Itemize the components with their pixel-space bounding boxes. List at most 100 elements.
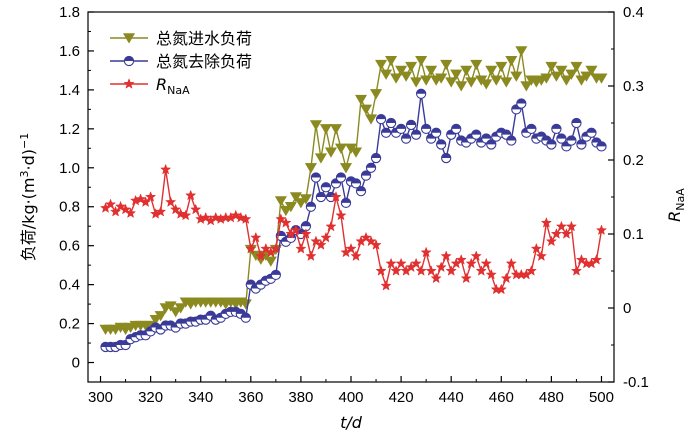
series-3-point [445, 265, 457, 276]
series-1-point [164, 301, 177, 312]
series-3-point [555, 220, 568, 232]
series-1-point [339, 163, 353, 174]
series-3-point [124, 207, 137, 219]
marker-fill [336, 172, 346, 178]
series-1-point [595, 73, 608, 84]
marker-fill [241, 313, 251, 318]
series-3-point [540, 216, 552, 228]
series-3-point [240, 213, 252, 224]
marker-fill [571, 118, 582, 123]
marker-fill [321, 182, 331, 188]
series-3-point [160, 163, 172, 175]
marker-fill [546, 139, 556, 145]
legend-marker [123, 78, 135, 89]
marker-fill [371, 153, 381, 159]
right-y-axis: -0.1 0 0.1 0.2 0.3 0.4 [608, 4, 649, 391]
left-y-axis: 0 0.2 0.4 0.6 0.8 1.0 1.2 1.4 1.6 1.8 [59, 4, 94, 372]
series-2-point [436, 139, 447, 150]
series-3-point [350, 250, 362, 261]
series-1-point [279, 205, 292, 217]
series-1-point [395, 65, 408, 76]
series-2-point [335, 172, 347, 183]
series-3-point [330, 191, 342, 202]
left-y-tick-label: 0.8 [59, 199, 80, 216]
series-3-point [380, 279, 392, 291]
x-tick-label: 300 [88, 389, 113, 406]
series-1-point [334, 143, 348, 154]
marker-fill [526, 124, 536, 129]
series-1-point [319, 124, 332, 135]
series-1-point [349, 147, 363, 158]
series-3-point [175, 208, 187, 219]
marker-fill [206, 311, 216, 316]
legend-item-3: RNaA [110, 75, 190, 97]
series-3-point [480, 257, 492, 269]
series-2-point [516, 98, 527, 109]
series-3-point [425, 265, 437, 276]
series-2-point [340, 197, 352, 208]
series-1-point [450, 69, 463, 80]
left-y-tick-label: 0.2 [59, 316, 80, 333]
series-3-point [590, 253, 603, 265]
marker-fill [501, 130, 511, 135]
series-3-point [170, 203, 182, 215]
series-1-point [480, 79, 493, 90]
series-3-point [255, 250, 267, 261]
x-tick-label: 500 [589, 389, 614, 406]
series-2-point [320, 182, 332, 193]
series-2-point [350, 178, 362, 189]
legend-item-1: 总氮进水负荷 [110, 29, 252, 48]
series-3-point [530, 242, 542, 254]
marker-fill [366, 163, 376, 168]
marker-fill [411, 130, 421, 135]
series-3-point [155, 205, 167, 217]
series-2-point [486, 139, 497, 150]
series-1-point [329, 124, 342, 135]
series-2-point [506, 135, 517, 146]
series-2-point [240, 312, 251, 323]
series-2-point [405, 119, 417, 131]
series-1-point [435, 73, 448, 84]
marker-fill [341, 198, 351, 203]
marker-fill [436, 139, 446, 145]
series-3-point [500, 272, 512, 284]
series-3-point [335, 209, 347, 221]
series-3-point [134, 193, 147, 205]
x-tick-label: 480 [539, 389, 564, 406]
series-3-point [420, 246, 432, 258]
series-1-point [169, 307, 182, 318]
series-1-point [440, 59, 453, 71]
marker-fill [451, 124, 461, 129]
left-y-tick-label: 0.6 [59, 238, 80, 255]
series-1-point [294, 198, 307, 209]
series-2-point [420, 123, 432, 134]
series-1-point [495, 61, 508, 73]
legend-marker [123, 55, 135, 67]
series-1-point [365, 114, 378, 125]
right-y-tick-label: 0.2 [623, 152, 644, 169]
series-3-point [525, 265, 537, 276]
series-1-point [575, 75, 588, 86]
series-1-point [410, 77, 423, 88]
series-3-point [139, 196, 152, 207]
series-1-point [515, 46, 528, 57]
marker-fill [431, 128, 441, 133]
x-tick-label: 360 [238, 389, 263, 406]
series-3-point [230, 209, 242, 221]
series-3-point [305, 250, 317, 261]
series-3-point [370, 239, 382, 250]
series-1-point [375, 59, 388, 71]
series-3-point [460, 272, 472, 284]
series-1-point [420, 75, 433, 86]
marker-fill [246, 280, 256, 285]
series-1-point [510, 71, 523, 82]
series-3-point [165, 196, 177, 207]
marker-fill [556, 133, 566, 139]
series-2-point [571, 117, 582, 129]
series-2-point [586, 127, 597, 138]
marker-fill [306, 202, 316, 207]
series-1-point [560, 75, 573, 86]
marker-fill [124, 56, 134, 61]
series-3-point [185, 189, 197, 201]
